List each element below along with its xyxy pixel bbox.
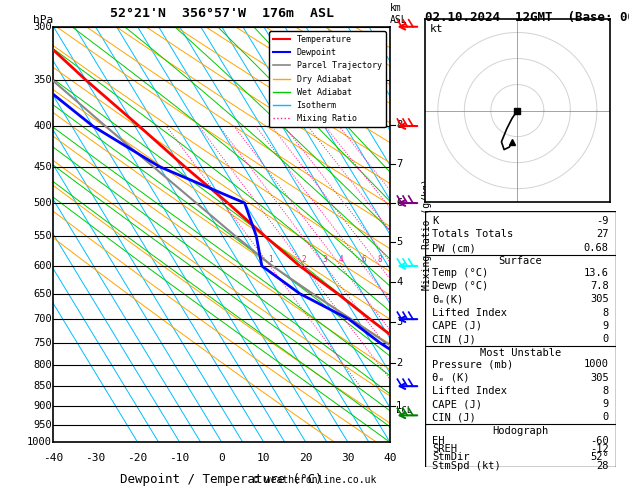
Text: Mixing Ratio (g/kg): Mixing Ratio (g/kg) [422, 179, 432, 290]
Text: -10: -10 [170, 452, 190, 463]
Text: 2: 2 [396, 358, 403, 368]
Text: CAPE (J): CAPE (J) [432, 321, 482, 331]
Text: 27: 27 [596, 229, 609, 240]
Text: StmSpd (kt): StmSpd (kt) [432, 461, 501, 470]
Text: EH: EH [432, 436, 445, 446]
Text: 3: 3 [323, 255, 328, 264]
Text: 4: 4 [338, 255, 343, 264]
Text: StmDir: StmDir [432, 452, 470, 462]
Text: PW (cm): PW (cm) [432, 243, 476, 253]
Text: 0: 0 [218, 452, 225, 463]
Text: 25: 25 [446, 255, 455, 264]
Text: kt: kt [430, 24, 443, 35]
Text: 9: 9 [603, 321, 609, 331]
Text: 5: 5 [396, 237, 403, 247]
Text: Hodograph: Hodograph [493, 426, 548, 435]
Text: 8: 8 [396, 120, 403, 130]
Text: 8: 8 [603, 308, 609, 318]
Text: 650: 650 [33, 289, 52, 298]
Text: 8: 8 [377, 255, 382, 264]
Text: 7: 7 [396, 159, 403, 169]
Text: 300: 300 [33, 22, 52, 32]
Text: -40: -40 [43, 452, 64, 463]
Text: 800: 800 [33, 360, 52, 370]
Text: 28: 28 [596, 461, 609, 470]
Text: -30: -30 [86, 452, 106, 463]
Text: 3: 3 [396, 316, 403, 327]
Text: θₑ(K): θₑ(K) [432, 295, 464, 304]
Text: 13.6: 13.6 [584, 268, 609, 278]
Text: Pressure (mb): Pressure (mb) [432, 359, 513, 369]
Text: 6: 6 [396, 198, 403, 208]
Text: θₑ (K): θₑ (K) [432, 372, 470, 382]
Text: CAPE (J): CAPE (J) [432, 399, 482, 409]
Text: Totals Totals: Totals Totals [432, 229, 513, 240]
Text: 02.10.2024  12GMT  (Base: 00): 02.10.2024 12GMT (Base: 00) [425, 11, 629, 24]
Text: 550: 550 [33, 231, 52, 241]
Text: CIN (J): CIN (J) [432, 334, 476, 344]
Text: -12: -12 [590, 444, 609, 454]
Text: 500: 500 [33, 198, 52, 208]
Text: 40: 40 [383, 452, 397, 463]
Text: 305: 305 [590, 295, 609, 304]
Text: 1: 1 [268, 255, 272, 264]
Text: Lifted Index: Lifted Index [432, 386, 507, 396]
Text: 0: 0 [603, 412, 609, 422]
Text: 750: 750 [33, 338, 52, 348]
Text: 400: 400 [33, 121, 52, 131]
Text: 700: 700 [33, 314, 52, 324]
Text: 850: 850 [33, 381, 52, 391]
Text: 900: 900 [33, 401, 52, 411]
Text: 305: 305 [590, 372, 609, 382]
Text: 6: 6 [361, 255, 365, 264]
Text: 20: 20 [299, 452, 313, 463]
Text: 1000: 1000 [584, 359, 609, 369]
Text: -60: -60 [590, 436, 609, 446]
Text: 1000: 1000 [27, 437, 52, 447]
Text: 350: 350 [33, 75, 52, 85]
Text: 450: 450 [33, 162, 52, 172]
Text: 20: 20 [431, 255, 441, 264]
Text: CIN (J): CIN (J) [432, 412, 476, 422]
Text: SREH: SREH [432, 444, 457, 454]
Text: 0.68: 0.68 [584, 243, 609, 253]
Text: © weatheronline.co.uk: © weatheronline.co.uk [253, 475, 376, 485]
Text: Surface: Surface [499, 257, 542, 266]
Text: 600: 600 [33, 261, 52, 271]
Text: 0: 0 [603, 334, 609, 344]
Text: Most Unstable: Most Unstable [480, 347, 561, 358]
Text: Lifted Index: Lifted Index [432, 308, 507, 318]
Text: 15: 15 [413, 255, 423, 264]
Text: Temp (°C): Temp (°C) [432, 268, 489, 278]
Text: 10: 10 [257, 452, 270, 463]
Text: -9: -9 [596, 216, 609, 226]
Text: 7.8: 7.8 [590, 281, 609, 292]
Text: km
ASL: km ASL [391, 3, 408, 25]
Text: 2: 2 [302, 255, 306, 264]
Text: 10: 10 [389, 255, 398, 264]
Text: 4: 4 [396, 277, 403, 287]
Text: LCL: LCL [396, 406, 412, 415]
Text: hPa: hPa [33, 15, 53, 25]
Text: Dewpoint / Temperature (°C): Dewpoint / Temperature (°C) [121, 473, 323, 486]
Text: Dewp (°C): Dewp (°C) [432, 281, 489, 292]
Text: 950: 950 [33, 419, 52, 430]
Text: 8: 8 [603, 386, 609, 396]
Text: -20: -20 [128, 452, 148, 463]
Text: 52°21'N  356°57'W  176m  ASL: 52°21'N 356°57'W 176m ASL [109, 7, 334, 20]
Text: 30: 30 [341, 452, 355, 463]
Text: 1: 1 [396, 401, 403, 411]
Text: K: K [432, 216, 438, 226]
Legend: Temperature, Dewpoint, Parcel Trajectory, Dry Adiabat, Wet Adiabat, Isotherm, Mi: Temperature, Dewpoint, Parcel Trajectory… [269, 31, 386, 127]
Text: 52°: 52° [590, 452, 609, 462]
Text: 9: 9 [603, 399, 609, 409]
